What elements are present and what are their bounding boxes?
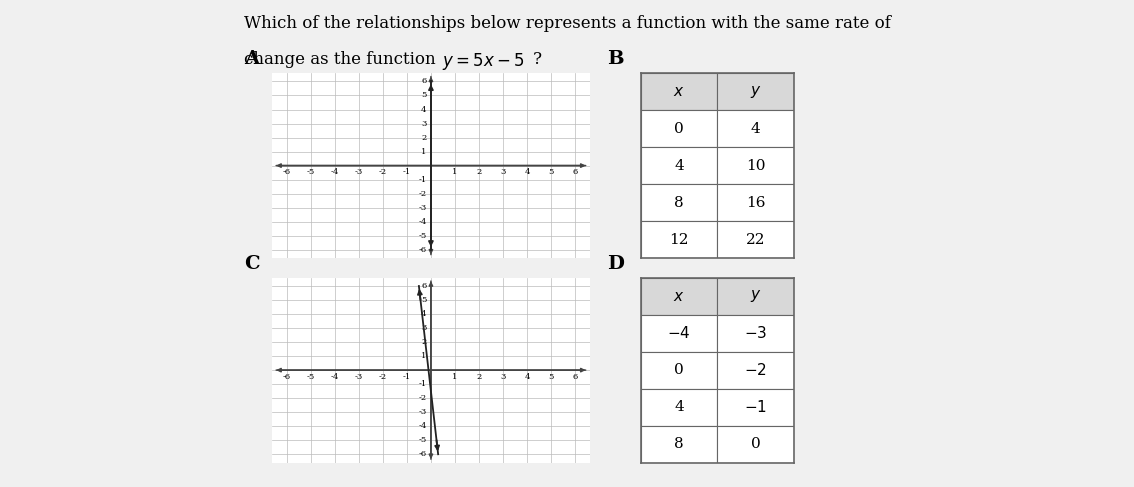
- Text: C: C: [244, 255, 260, 273]
- Text: -4: -4: [418, 218, 426, 225]
- Text: 4: 4: [674, 400, 684, 414]
- Text: $-4$: $-4$: [667, 325, 691, 341]
- Text: 2: 2: [476, 373, 482, 381]
- Text: -4: -4: [330, 373, 339, 381]
- Text: -2: -2: [418, 189, 426, 198]
- Text: $x$: $x$: [674, 84, 685, 99]
- Text: $x$: $x$: [674, 289, 685, 303]
- Bar: [641, 315, 717, 352]
- Text: D: D: [607, 255, 624, 273]
- Text: 3: 3: [500, 373, 506, 381]
- Text: 5: 5: [421, 92, 426, 99]
- Text: -3: -3: [418, 204, 426, 212]
- Bar: [641, 221, 717, 258]
- Text: -3: -3: [418, 408, 426, 416]
- Text: 3: 3: [421, 324, 426, 332]
- Bar: [641, 147, 717, 184]
- Bar: [717, 389, 794, 426]
- Bar: [641, 73, 717, 110]
- Text: 5: 5: [549, 373, 553, 381]
- Text: -5: -5: [306, 373, 315, 381]
- Text: 4: 4: [674, 159, 684, 172]
- Text: -2: -2: [379, 168, 387, 176]
- Text: $-2$: $-2$: [744, 362, 767, 378]
- Text: -1: -1: [403, 168, 411, 176]
- Text: -6: -6: [418, 246, 426, 254]
- Text: -3: -3: [355, 168, 363, 176]
- Text: 5: 5: [549, 168, 553, 176]
- Text: B: B: [607, 50, 624, 68]
- Text: -1: -1: [403, 373, 411, 381]
- Bar: [717, 426, 794, 463]
- Bar: [717, 184, 794, 221]
- Text: 1: 1: [421, 148, 426, 155]
- Text: A: A: [244, 50, 259, 68]
- Text: 4: 4: [421, 106, 426, 113]
- Bar: [717, 315, 794, 352]
- Text: 22: 22: [746, 233, 765, 246]
- Text: ?: ?: [533, 51, 542, 68]
- Text: -4: -4: [330, 168, 339, 176]
- Bar: [641, 278, 717, 315]
- Text: 1: 1: [421, 352, 426, 360]
- Text: 10: 10: [746, 159, 765, 172]
- Text: -6: -6: [418, 450, 426, 458]
- Text: 0: 0: [751, 437, 761, 451]
- Text: 4: 4: [421, 310, 426, 318]
- Text: 3: 3: [421, 119, 426, 128]
- Text: -3: -3: [355, 373, 363, 381]
- Bar: [717, 110, 794, 147]
- Bar: [641, 352, 717, 389]
- Text: 0: 0: [674, 363, 684, 377]
- Text: -6: -6: [282, 373, 290, 381]
- Text: 4: 4: [751, 122, 761, 135]
- Text: 2: 2: [422, 338, 426, 346]
- Bar: [641, 110, 717, 147]
- Text: change as the function: change as the function: [244, 51, 441, 68]
- Text: 0: 0: [674, 122, 684, 135]
- Text: -1: -1: [418, 176, 426, 184]
- Text: 12: 12: [669, 233, 688, 246]
- Text: 1: 1: [452, 373, 458, 381]
- Text: 4: 4: [524, 373, 530, 381]
- Bar: [641, 184, 717, 221]
- Text: 6: 6: [422, 282, 426, 290]
- Text: -2: -2: [418, 394, 426, 402]
- Text: 4: 4: [524, 168, 530, 176]
- Text: -5: -5: [418, 436, 426, 444]
- Text: -2: -2: [379, 373, 387, 381]
- Text: 16: 16: [746, 196, 765, 209]
- Text: 2: 2: [422, 133, 426, 142]
- Bar: [717, 221, 794, 258]
- Bar: [717, 278, 794, 315]
- Text: -5: -5: [418, 232, 426, 240]
- Text: 1: 1: [452, 168, 458, 176]
- Text: -6: -6: [282, 168, 290, 176]
- Text: $-1$: $-1$: [744, 399, 767, 415]
- Text: 8: 8: [675, 437, 684, 451]
- Bar: [641, 426, 717, 463]
- Text: $y$: $y$: [750, 288, 761, 304]
- Text: -1: -1: [418, 380, 426, 388]
- Text: -4: -4: [418, 422, 426, 430]
- Text: $y = 5x - 5$: $y = 5x - 5$: [442, 51, 525, 72]
- Text: 6: 6: [573, 168, 578, 176]
- Text: 6: 6: [573, 373, 578, 381]
- Bar: [717, 73, 794, 110]
- Text: 5: 5: [421, 296, 426, 304]
- Text: -5: -5: [306, 168, 315, 176]
- Bar: [641, 389, 717, 426]
- Text: $-3$: $-3$: [744, 325, 768, 341]
- Text: $y$: $y$: [750, 84, 761, 99]
- Text: 6: 6: [422, 77, 426, 85]
- Bar: [717, 352, 794, 389]
- Text: 8: 8: [675, 196, 684, 209]
- Text: Which of the relationships below represents a function with the same rate of: Which of the relationships below represe…: [244, 15, 890, 32]
- Text: 3: 3: [500, 168, 506, 176]
- Text: 2: 2: [476, 168, 482, 176]
- Bar: [717, 147, 794, 184]
